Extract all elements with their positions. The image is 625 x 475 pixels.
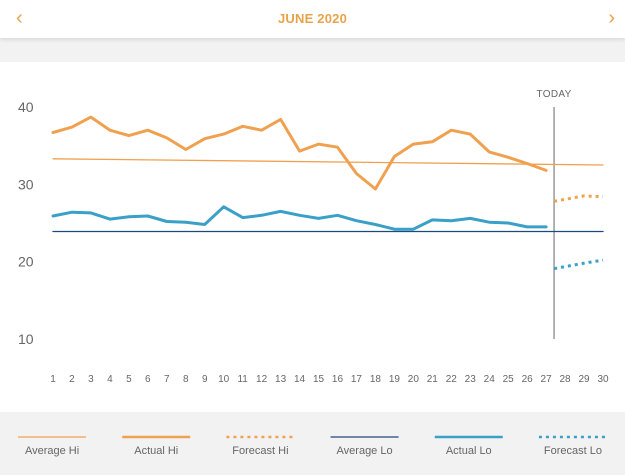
x-tick-label: 5: [126, 374, 132, 385]
x-tick-label: 24: [484, 374, 496, 385]
legend-label-actual-hi: Actual Hi: [134, 445, 178, 457]
series-forecast-lo: [553, 258, 604, 271]
x-tick-label: 11: [237, 374, 248, 385]
x-tick-label: 10: [218, 374, 230, 385]
y-tick-label: 20: [18, 254, 34, 270]
x-tick-label: 6: [145, 374, 151, 385]
x-tick-label: 13: [275, 374, 287, 385]
x-tick-label: 27: [541, 374, 553, 385]
y-tick-label: 10: [18, 331, 34, 347]
x-tick-label: 25: [503, 374, 515, 385]
x-tick-label: 1: [50, 374, 56, 385]
y-tick-label: 30: [18, 176, 34, 192]
legend-label-forecast-lo: Forecast Lo: [544, 445, 602, 457]
x-tick-label: 21: [427, 374, 439, 385]
x-tick-label: 22: [446, 374, 458, 385]
legend-label-forecast-hi: Forecast Hi: [232, 445, 288, 457]
chevron-right-icon[interactable]: ›: [608, 7, 615, 29]
x-tick-label: 18: [370, 374, 382, 385]
legend-label-actual-lo: Actual Lo: [446, 445, 492, 457]
x-tick-label: 3: [88, 374, 94, 385]
x-tick-label: 19: [389, 374, 401, 385]
chart-panel: 10 20 30 40 1 2 3 4 5 6 7 8 9 10 11 12 13 14 15 16 17 18 19 20 2…: [0, 62, 625, 412]
x-tick-label: 17: [351, 374, 363, 385]
x-tick-label: 14: [294, 374, 306, 385]
x-tick-label: 28: [560, 374, 572, 385]
y-tick-label: 40: [18, 99, 34, 115]
x-tick-label: 12: [256, 374, 268, 385]
series-average-hi: [52, 158, 604, 166]
x-tick-label: 15: [313, 374, 325, 385]
x-tick-label: 7: [164, 374, 170, 385]
x-tick-label: 30: [597, 374, 609, 385]
today-label: TODAY: [537, 89, 572, 100]
series-actual-hi: [51, 115, 548, 191]
x-tick-label: 29: [578, 374, 590, 385]
series-actual-lo: [51, 205, 548, 231]
x-tick-label: 16: [332, 374, 344, 385]
month-title: JUNE 2020: [277, 11, 347, 26]
chevron-left-icon[interactable]: ‹: [16, 7, 23, 29]
x-tick-label: 8: [183, 374, 189, 385]
series-forecast-hi: [553, 194, 604, 203]
legend-label-average-lo: Average Lo: [337, 445, 393, 457]
x-tick-label: 4: [107, 374, 113, 385]
x-tick-label: 26: [522, 374, 534, 385]
legend: Average Hi Actual Hi Forecast Hi Average Lo…: [0, 412, 625, 470]
x-tick-label: 23: [465, 374, 477, 385]
x-tick-label: 2: [69, 374, 75, 385]
month-header: ‹ JUNE 2020 ›: [0, 0, 625, 38]
legend-svg: Average Hi Actual Hi Forecast Hi Average Lo…: [18, 435, 607, 457]
x-tick-label: 9: [202, 374, 208, 385]
x-tick-label: 20: [408, 374, 420, 385]
legend-label-average-hi: Average Hi: [25, 445, 79, 457]
